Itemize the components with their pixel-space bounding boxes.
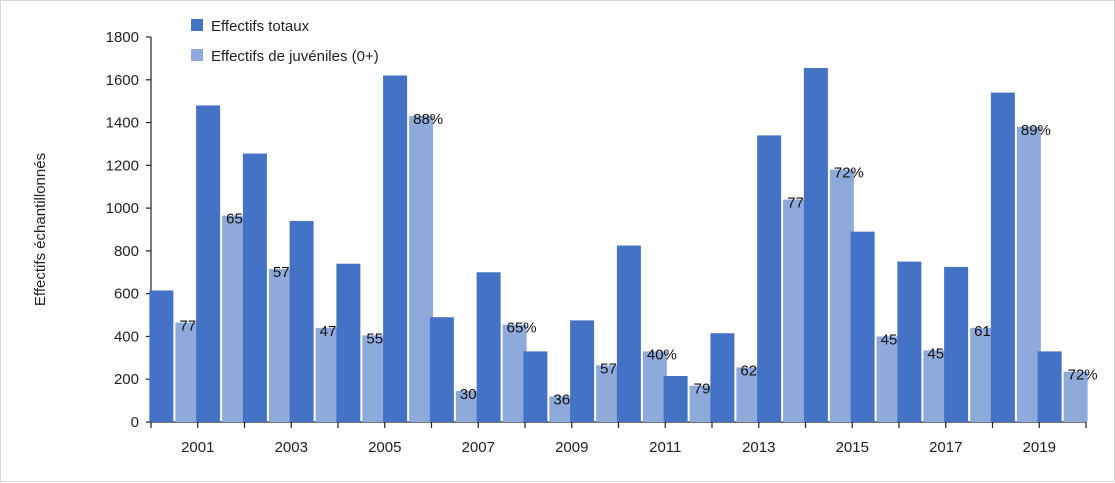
bar-effectifs-totaux: [149, 290, 174, 422]
bar-effectifs-totaux: [897, 261, 922, 422]
bar-effectifs-totaux: [850, 231, 875, 422]
x-tick-label: 2015: [836, 439, 869, 456]
bar-effectifs-juveniles: [1016, 126, 1041, 422]
y-tick-label: 1200: [106, 157, 139, 174]
data-label: 40%: [647, 346, 677, 363]
bar-effectifs-totaux: [616, 245, 641, 422]
bar-effectifs-juveniles: [409, 116, 434, 422]
x-tick-label: 2005: [368, 439, 401, 456]
y-tick-label: 400: [114, 328, 139, 345]
data-label: 65%: [507, 320, 537, 337]
legend-label: Effectifs totaux: [211, 18, 310, 35]
bar-effectifs-totaux: [429, 317, 454, 422]
bar-effectifs-totaux: [944, 266, 969, 422]
bar-effectifs-totaux: [336, 263, 361, 422]
legend-label: Effectifs de juvéniles (0+): [211, 48, 379, 65]
x-tick-label: 2003: [275, 439, 308, 456]
bar-effectifs-totaux: [663, 376, 688, 422]
x-tick-label: 2001: [181, 439, 214, 456]
bar-effectifs-juveniles: [175, 322, 200, 422]
bar-effectifs-totaux: [803, 68, 828, 422]
x-tick-label: 2011: [649, 439, 681, 456]
x-tick-label: 2009: [555, 439, 588, 456]
bar-effectifs-totaux: [990, 92, 1015, 422]
y-tick-label: 1600: [106, 72, 139, 89]
y-tick-label: 600: [114, 286, 139, 303]
bar-effectifs-totaux: [757, 135, 782, 422]
x-tick-label: 2013: [742, 439, 775, 456]
bar-effectifs-totaux: [383, 75, 408, 422]
bar-effectifs-juveniles: [549, 396, 574, 422]
bar-effectifs-totaux: [196, 105, 221, 422]
bar-effectifs-totaux: [242, 153, 267, 422]
bar-effectifs-juveniles: [783, 199, 808, 422]
legend-swatch: [191, 19, 203, 31]
bar-effectifs-juveniles: [315, 327, 340, 422]
bar-effectifs-totaux: [289, 220, 314, 422]
bar-effectifs-juveniles: [362, 335, 387, 422]
bar-effectifs-juveniles: [1063, 371, 1088, 422]
bar-effectifs-juveniles: [222, 215, 247, 422]
data-label: 88%: [413, 111, 443, 128]
bar-effectifs-juveniles: [876, 336, 901, 422]
y-tick-label: 0: [131, 414, 139, 431]
data-label: 89%: [1021, 122, 1051, 139]
x-tick-label: 2007: [462, 439, 495, 456]
bar-effectifs-juveniles: [970, 327, 995, 422]
bar-effectifs-totaux: [570, 320, 595, 422]
legend-swatch: [191, 49, 203, 61]
bar-effectifs-juveniles: [596, 365, 621, 422]
bar-effectifs-juveniles: [923, 350, 948, 422]
bar-effectifs-totaux: [710, 333, 735, 422]
bar-effectifs-totaux: [523, 351, 548, 422]
y-tick-label: 1400: [106, 115, 139, 132]
y-tick-label: 800: [114, 243, 139, 260]
bar-effectifs-juveniles: [268, 269, 293, 422]
bar-effectifs-juveniles: [736, 367, 761, 422]
y-tick-label: 1000: [106, 200, 139, 217]
bar-effectifs-totaux: [476, 272, 501, 422]
x-tick-label: 2019: [1023, 439, 1056, 456]
y-tick-label: 200: [114, 371, 139, 388]
bar-effectifs-juveniles: [455, 390, 480, 422]
data-label: 72%: [1068, 367, 1098, 384]
bar-effectifs-juveniles: [642, 351, 667, 422]
y-tick-label: 1800: [106, 29, 139, 46]
bar-effectifs-juveniles: [502, 324, 527, 422]
bar-effectifs-totaux: [1037, 351, 1062, 422]
bar-effectifs-juveniles: [689, 385, 714, 422]
data-label: 72%: [834, 165, 864, 182]
x-tick-label: 2017: [929, 439, 962, 456]
y-axis-title: Effectifs échantillonnés: [32, 153, 49, 306]
bar-effectifs-juveniles: [829, 169, 854, 422]
